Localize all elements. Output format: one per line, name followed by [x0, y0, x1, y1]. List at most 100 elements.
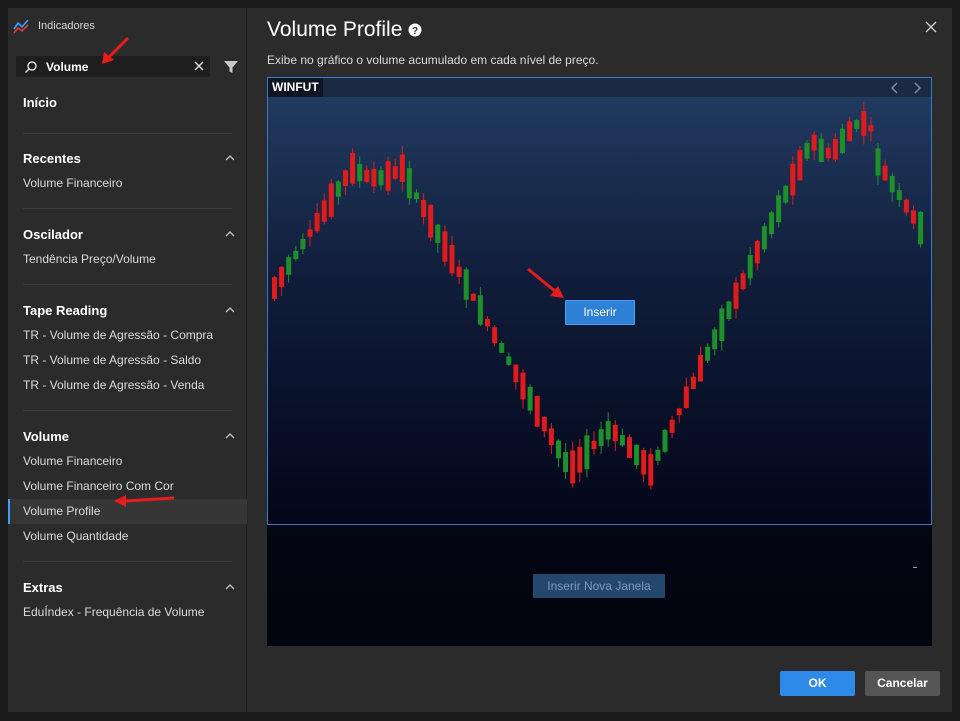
candle-body	[563, 452, 569, 473]
candle-body	[442, 231, 448, 262]
menu-item[interactable]: EduÍndex - Frequência de Volume	[23, 605, 205, 619]
candle-body	[350, 152, 356, 184]
divider	[23, 561, 232, 562]
indicator-detail-panel: Volume Profile ? Exibe no gráfico o volu…	[248, 8, 952, 712]
symbol-label: WINFUT	[268, 78, 323, 97]
candle-body	[818, 138, 824, 162]
chevron-up-icon[interactable]	[225, 432, 235, 440]
insert-button[interactable]: Inserir	[565, 300, 635, 325]
candle-body	[619, 435, 625, 446]
candle-body	[371, 168, 377, 187]
indicator-title: Volume Profile	[267, 18, 403, 41]
candle-body	[357, 163, 363, 182]
ok-button[interactable]: OK	[780, 671, 855, 696]
candle-body	[641, 450, 647, 475]
app-title-bar: Indicadores	[12, 16, 95, 36]
candle-body	[556, 440, 561, 459]
search-box[interactable]	[16, 56, 210, 77]
cancel-button[interactable]: Cancelar	[865, 671, 940, 696]
candle-body	[392, 166, 398, 179]
candle-body	[896, 190, 902, 201]
candle-body	[364, 169, 370, 183]
chevron-up-icon[interactable]	[225, 154, 235, 162]
clear-search-icon[interactable]	[192, 59, 206, 73]
candle-body	[797, 150, 803, 181]
section-recentes[interactable]: Recentes	[8, 146, 247, 171]
candle-body	[754, 241, 760, 264]
candle-body	[783, 185, 789, 203]
candle-body	[385, 161, 391, 191]
candle-body	[719, 308, 725, 342]
section-tape-reading[interactable]: Tape Reading	[8, 298, 247, 323]
candle-body	[712, 329, 718, 350]
insert-new-window-button[interactable]: Inserir Nova Janela	[533, 574, 665, 598]
divider	[23, 208, 232, 209]
candle-body	[747, 255, 753, 279]
candle-body	[335, 181, 341, 197]
search-icon	[24, 60, 37, 73]
menu-item[interactable]: TR - Volume de Agressão - Venda	[23, 378, 205, 392]
candle-body	[499, 343, 505, 353]
filter-icon[interactable]	[222, 58, 240, 76]
candle-body	[840, 128, 845, 154]
candle-body	[456, 266, 462, 278]
candle-body	[321, 200, 327, 222]
candle-body	[272, 277, 277, 299]
svg-text:?: ?	[412, 26, 418, 37]
chevron-right-icon[interactable]	[911, 81, 923, 95]
section-title: Recentes	[23, 151, 81, 166]
section-oscilador[interactable]: Oscilador	[8, 222, 247, 247]
help-icon[interactable]: ?	[408, 23, 422, 37]
candle-body	[648, 454, 654, 486]
menu-item[interactable]: TR - Volume de Agressão - Saldo	[23, 353, 202, 367]
candle-body	[513, 364, 519, 383]
menu-item[interactable]: Volume Financeiro Com Cor	[23, 479, 174, 493]
close-icon[interactable]	[924, 20, 938, 34]
menu-item[interactable]: Tendência Preço/Volume	[23, 252, 156, 266]
candle-body	[421, 199, 427, 218]
candle-body	[705, 346, 711, 361]
candle-body	[655, 449, 661, 461]
candle-body	[776, 195, 782, 223]
candle-body	[662, 429, 668, 452]
candle-body	[825, 147, 831, 159]
section-volume[interactable]: Volume	[8, 424, 247, 449]
candle-body	[740, 273, 746, 290]
candle-body	[676, 408, 682, 416]
candle-body	[328, 183, 334, 217]
search-input[interactable]	[46, 59, 186, 74]
divider	[23, 284, 232, 285]
menu-item-selected[interactable]: Volume Profile	[8, 499, 247, 524]
candle-body	[683, 386, 689, 409]
chevron-up-icon[interactable]	[225, 230, 235, 238]
chevron-up-icon[interactable]	[225, 583, 235, 591]
candle-body	[485, 318, 490, 327]
candle-body	[286, 257, 292, 275]
menu-item[interactable]: TR - Volume de Agressão - Compra	[23, 328, 214, 342]
menu-item[interactable]: Volume Financeiro	[23, 454, 123, 468]
section-extras[interactable]: Extras	[8, 575, 247, 600]
candle-body	[875, 148, 881, 176]
divider	[23, 133, 232, 134]
menu-item[interactable]: Volume Quantidade	[23, 529, 129, 543]
candle-body	[769, 212, 774, 235]
candle-body	[307, 229, 313, 237]
candle-body	[591, 440, 597, 450]
candle-body	[861, 110, 867, 136]
candle-body	[541, 416, 547, 432]
chevron-left-icon[interactable]	[889, 81, 901, 95]
candle-body	[804, 142, 810, 159]
candle-body	[584, 435, 590, 470]
candle-body	[612, 424, 618, 442]
menu-item[interactable]: Volume Financeiro	[23, 176, 123, 190]
app-title: Indicadores	[38, 20, 95, 32]
chart-area: WINFUT Inserir	[267, 77, 932, 525]
candle-body	[918, 211, 924, 245]
candle-body	[435, 224, 441, 244]
candle-body	[506, 356, 512, 365]
indicator-description: Exibe no gráfico o volume acumulado em c…	[267, 53, 599, 67]
chevron-up-icon[interactable]	[225, 306, 235, 314]
candlestick-chart	[272, 101, 924, 490]
candle-body	[868, 125, 874, 132]
menu-home[interactable]: Início	[23, 95, 57, 110]
